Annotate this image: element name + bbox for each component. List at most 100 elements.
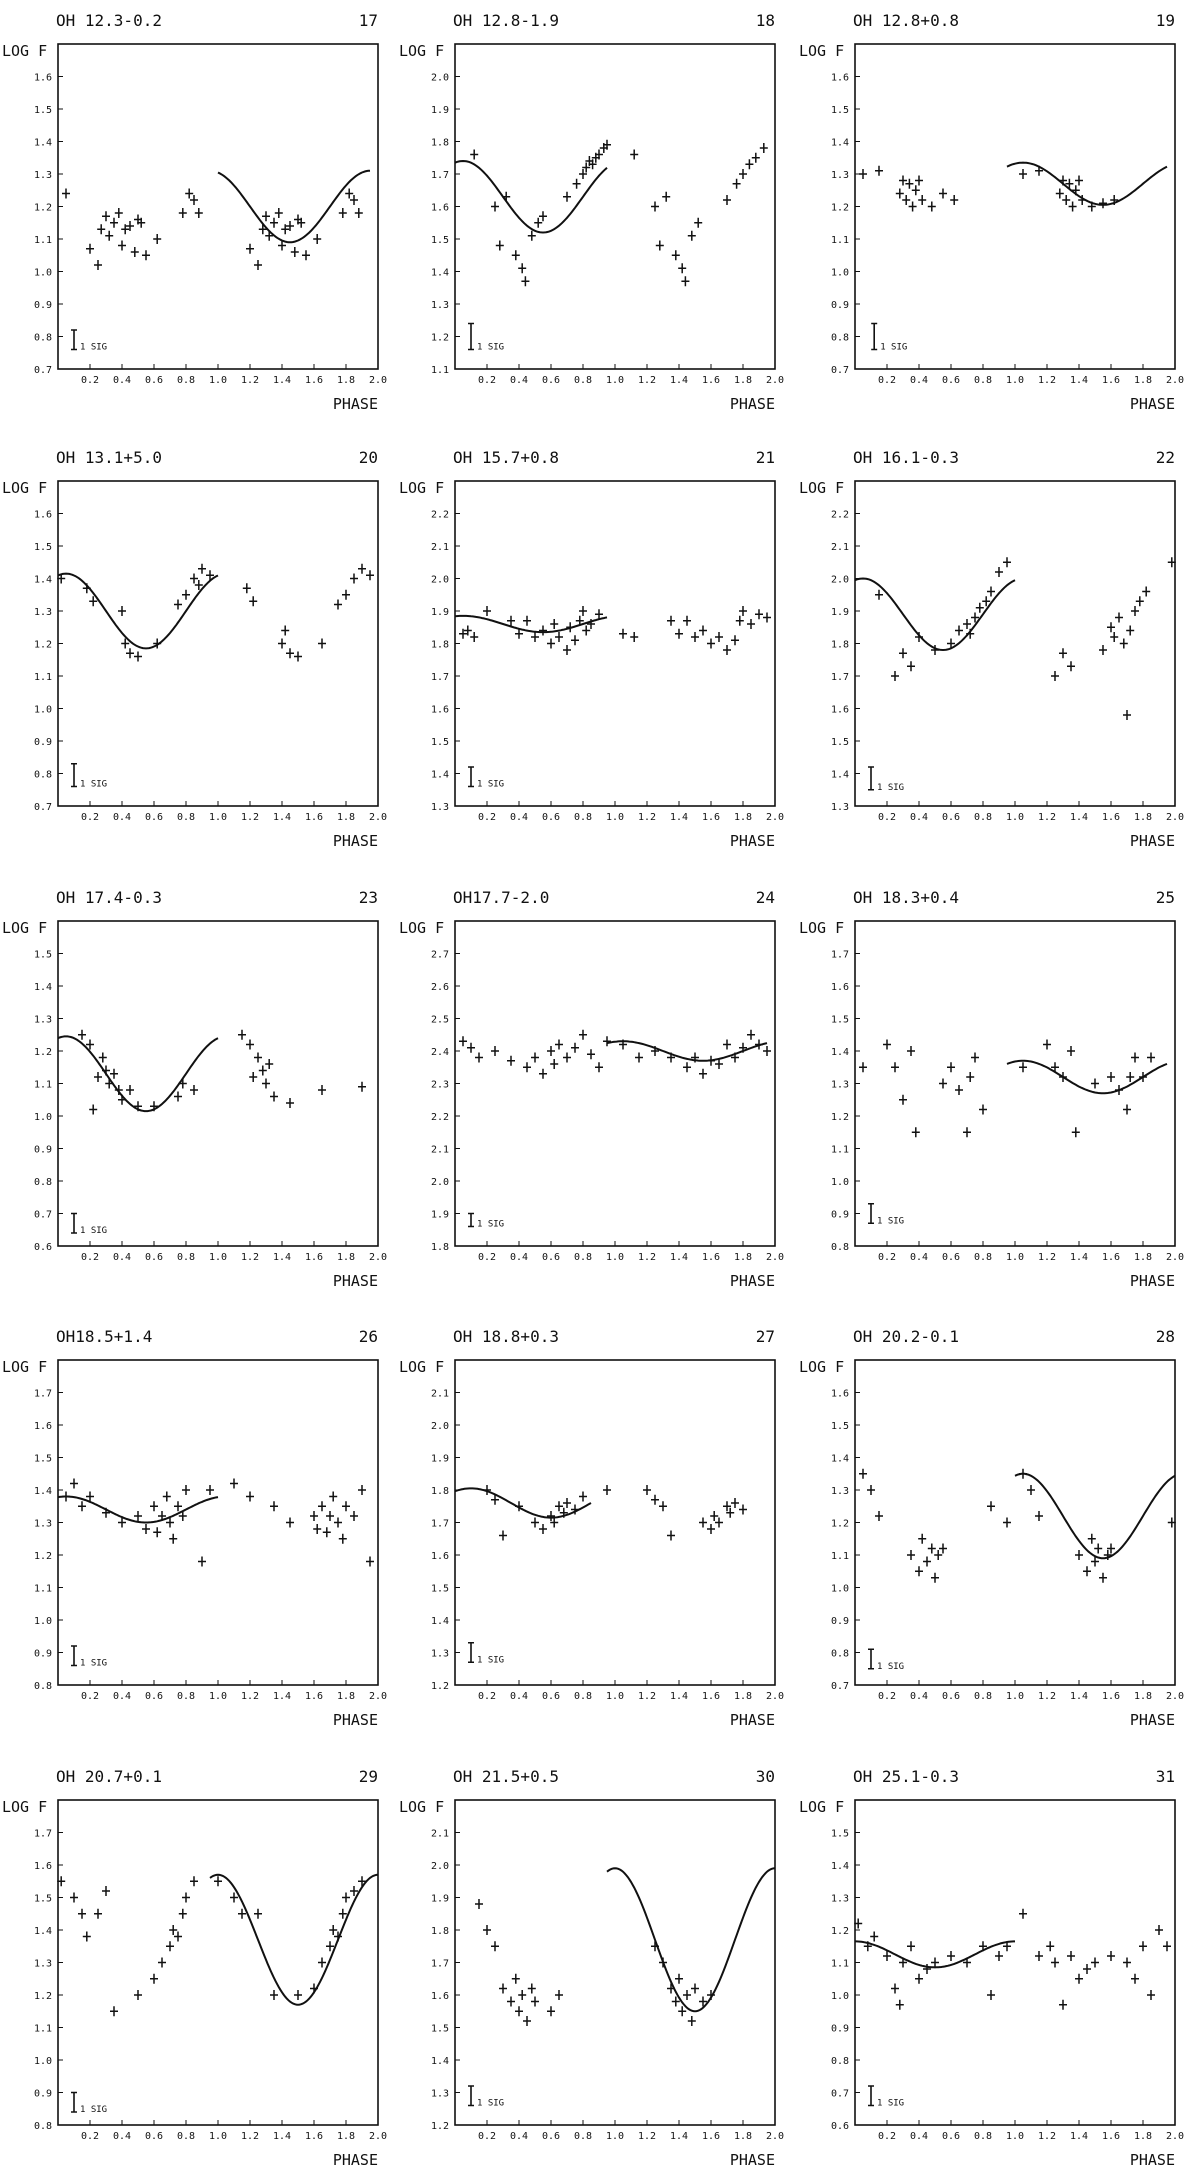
- panel-number: 28: [1156, 1327, 1175, 1346]
- y-tick-label: 1.5: [34, 105, 52, 116]
- y-tick-label: 1.4: [34, 982, 52, 993]
- x-tick-label: 1.0: [1006, 375, 1024, 386]
- data-point: [911, 1127, 920, 1138]
- data-point: [550, 1517, 559, 1528]
- y-tick-label: 1.3: [431, 2089, 449, 2100]
- error-bar-label: 1 SIG: [477, 780, 504, 790]
- data-point: [350, 195, 358, 205]
- y-tick-label: 1.1: [831, 1959, 849, 1970]
- data-point: [891, 671, 899, 681]
- data-point: [659, 1957, 667, 1968]
- data-point: [939, 188, 947, 199]
- error-bar: [71, 329, 77, 351]
- error-bar: [71, 762, 77, 788]
- data-point: [907, 661, 915, 672]
- y-tick-label: 0.9: [34, 300, 52, 311]
- data-point: [651, 201, 659, 212]
- y-axis-label: LOG F: [2, 1358, 47, 1376]
- data-point: [1019, 169, 1027, 179]
- y-tick-label: 1.6: [34, 1421, 52, 1432]
- data-point: [190, 573, 198, 584]
- data-point: [963, 619, 971, 629]
- y-tick-label: 0.8: [34, 2121, 52, 2132]
- y-tick-label: 2.2: [431, 1112, 449, 1123]
- data-point: [630, 632, 639, 642]
- data-point: [1123, 1957, 1131, 1968]
- data-point: [270, 1501, 278, 1512]
- data-point: [358, 563, 366, 574]
- data-point: [1003, 1517, 1011, 1528]
- data-point: [859, 1062, 867, 1073]
- panel-number: 25: [1156, 888, 1175, 907]
- chart-panel-30: OH 21.5+0.5 30 LOG F 1.2 1.3 1.4 1.5 1.6 1.7 1.8 1…: [399, 1767, 784, 2169]
- data-point: [249, 1072, 258, 1082]
- y-tick-label: 1.5: [34, 1454, 52, 1465]
- y-tick-label: 1.6: [34, 510, 52, 521]
- data-point: [318, 638, 326, 649]
- x-tick-label: 0.2: [81, 1252, 99, 1263]
- x-tick-label: 1.4: [670, 2131, 688, 2142]
- data-point: [523, 1062, 531, 1073]
- data-point: [302, 250, 310, 261]
- x-tick-label: 0.8: [974, 812, 992, 823]
- data-point: [667, 1983, 675, 1994]
- y-tick-label: 1.6: [831, 982, 849, 993]
- data-point: [899, 175, 907, 186]
- data-point: [587, 619, 595, 629]
- panel-number: 27: [756, 1327, 775, 1346]
- x-tick-label: 1.0: [606, 812, 624, 823]
- data-point: [559, 1507, 568, 1518]
- data-point: [1099, 1572, 1107, 1583]
- x-tick-label: 1.6: [305, 812, 323, 823]
- data-point: [459, 628, 467, 639]
- data-point: [246, 1491, 254, 1502]
- data-point: [1051, 1957, 1059, 1968]
- y-tick-label: 1.3: [34, 1015, 52, 1026]
- x-axis-label: PHASE: [730, 395, 775, 413]
- data-point: [979, 1941, 987, 1952]
- data-point: [539, 211, 547, 222]
- data-point: [975, 602, 984, 613]
- data-point: [931, 1572, 939, 1583]
- x-tick-label: 1.2: [638, 1691, 656, 1702]
- data-point: [1107, 622, 1115, 633]
- y-tick-label: 1.8: [831, 640, 849, 651]
- data-point: [915, 1973, 923, 1984]
- x-tick-label: 0.8: [177, 1252, 195, 1263]
- chart-title: OH 15.7+0.8: [453, 448, 559, 467]
- y-tick-label: 1.5: [831, 105, 849, 116]
- chart-title: OH 12.8+0.8: [853, 11, 959, 30]
- x-tick-label: 2.0: [1166, 812, 1184, 823]
- error-bar: [868, 766, 874, 791]
- y-tick-label: 2.1: [831, 542, 849, 553]
- data-point: [114, 1085, 123, 1095]
- data-point: [911, 185, 920, 196]
- x-tick-label: 0.6: [542, 375, 560, 386]
- data-point: [918, 1533, 927, 1544]
- x-tick-label: 2.0: [369, 812, 387, 823]
- y-tick-label: 1.4: [431, 770, 449, 781]
- data-point: [563, 1052, 571, 1063]
- x-tick-label: 1.6: [305, 1691, 323, 1702]
- data-point: [1142, 586, 1151, 597]
- y-tick-label: 1.5: [831, 1829, 849, 1840]
- data-point: [947, 638, 955, 649]
- y-tick-label: 1.7: [431, 1959, 449, 1970]
- data-point: [153, 638, 162, 649]
- x-tick-label: 1.8: [337, 2131, 355, 2142]
- error-bar: [871, 322, 878, 351]
- data-point: [899, 1094, 907, 1105]
- y-tick-label: 1.9: [831, 607, 849, 618]
- data-point: [1119, 638, 1128, 649]
- chart-title: OH17.7-2.0: [453, 888, 549, 907]
- y-tick-label: 1.6: [831, 73, 849, 84]
- data-point: [531, 632, 539, 642]
- data-point: [539, 625, 547, 636]
- data-point: [603, 1036, 611, 1047]
- data-point: [1078, 195, 1087, 205]
- x-tick-label: 1.2: [638, 812, 656, 823]
- y-tick-label: 1.2: [34, 1551, 52, 1562]
- data-point: [118, 240, 126, 251]
- y-tick-label: 1.8: [431, 138, 449, 149]
- panel-number: 20: [359, 448, 378, 467]
